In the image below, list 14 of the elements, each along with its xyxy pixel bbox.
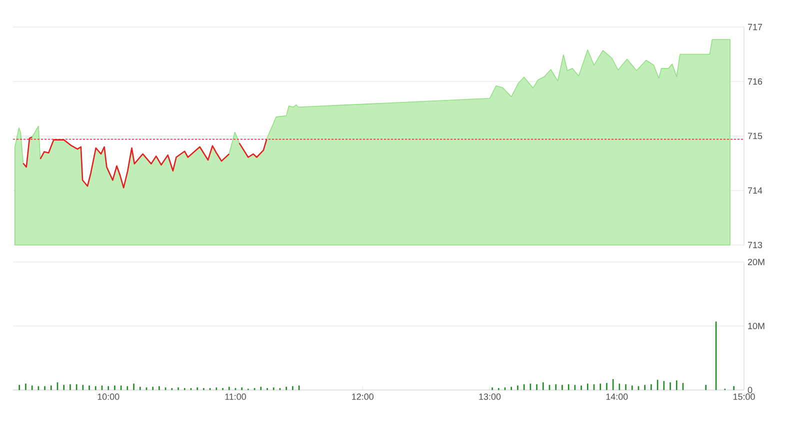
y-tick-label: 20M	[748, 258, 764, 266]
y-tick-label: 717	[748, 24, 762, 30]
y-tick-label: 10M	[748, 322, 764, 330]
y-tick-label: 714	[748, 187, 762, 194]
x-tick-label: 14:00	[606, 394, 628, 400]
x-tick-label: 15:00	[733, 394, 755, 400]
x-tick-label: 10:00	[98, 394, 120, 400]
y-tick-label: 715	[748, 132, 762, 140]
y-tick-label: 0	[748, 386, 752, 394]
x-tick-label: 13:00	[479, 394, 501, 400]
x-tick-label: 11:00	[225, 394, 246, 400]
x-tick-label: 12:00	[352, 394, 374, 400]
y-tick-label: 713	[748, 242, 762, 248]
y-tick-label: 716	[748, 78, 762, 85]
